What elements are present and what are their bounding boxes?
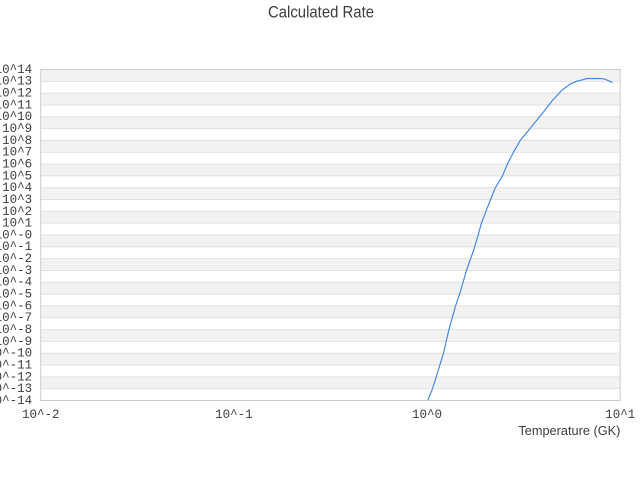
svg-text:10^12: 10^12 xyxy=(0,87,32,101)
svg-text:10^3: 10^3 xyxy=(2,193,32,207)
svg-text:10^-1: 10^-1 xyxy=(0,240,32,254)
svg-text:10^-14: 10^-14 xyxy=(0,394,32,408)
svg-text:10^-13: 10^-13 xyxy=(0,382,32,396)
svg-text:10^-7: 10^-7 xyxy=(0,311,32,325)
svg-text:10^-5: 10^-5 xyxy=(0,288,32,302)
svg-text:10^11: 10^11 xyxy=(0,98,32,112)
svg-text:10^-3: 10^-3 xyxy=(0,264,32,278)
svg-text:10^-10: 10^-10 xyxy=(0,347,32,361)
svg-text:10^14: 10^14 xyxy=(0,63,32,77)
svg-text:10^-6: 10^-6 xyxy=(0,299,32,313)
svg-text:10^10: 10^10 xyxy=(0,110,32,124)
svg-text:10^1: 10^1 xyxy=(605,408,635,422)
svg-text:10^7: 10^7 xyxy=(2,146,32,160)
svg-text:10^-2: 10^-2 xyxy=(0,252,32,266)
svg-text:10^-8: 10^-8 xyxy=(0,323,32,337)
svg-text:10^-12: 10^-12 xyxy=(0,370,32,384)
svg-text:Temperature (GK): Temperature (GK) xyxy=(518,424,620,438)
svg-text:10^-11: 10^-11 xyxy=(0,358,32,372)
svg-text:10^13: 10^13 xyxy=(0,75,32,89)
svg-text:10^4: 10^4 xyxy=(2,181,32,195)
svg-text:10^6: 10^6 xyxy=(2,157,32,171)
svg-text:10^-9: 10^-9 xyxy=(0,335,32,349)
svg-text:10^5: 10^5 xyxy=(2,169,32,183)
svg-text:10^-1: 10^-1 xyxy=(215,408,253,422)
svg-text:10^-4: 10^-4 xyxy=(0,276,32,290)
svg-text:10^8: 10^8 xyxy=(2,134,32,148)
svg-text:10^0: 10^0 xyxy=(412,408,442,422)
svg-text:10^1: 10^1 xyxy=(2,217,32,231)
svg-text:10^9: 10^9 xyxy=(2,122,32,136)
svg-text:10^-2: 10^-2 xyxy=(22,408,60,422)
svg-text:10^-0: 10^-0 xyxy=(0,228,32,242)
svg-text:10^2: 10^2 xyxy=(2,205,32,219)
svg-text:Calculated Rate: Calculated Rate xyxy=(268,3,374,22)
